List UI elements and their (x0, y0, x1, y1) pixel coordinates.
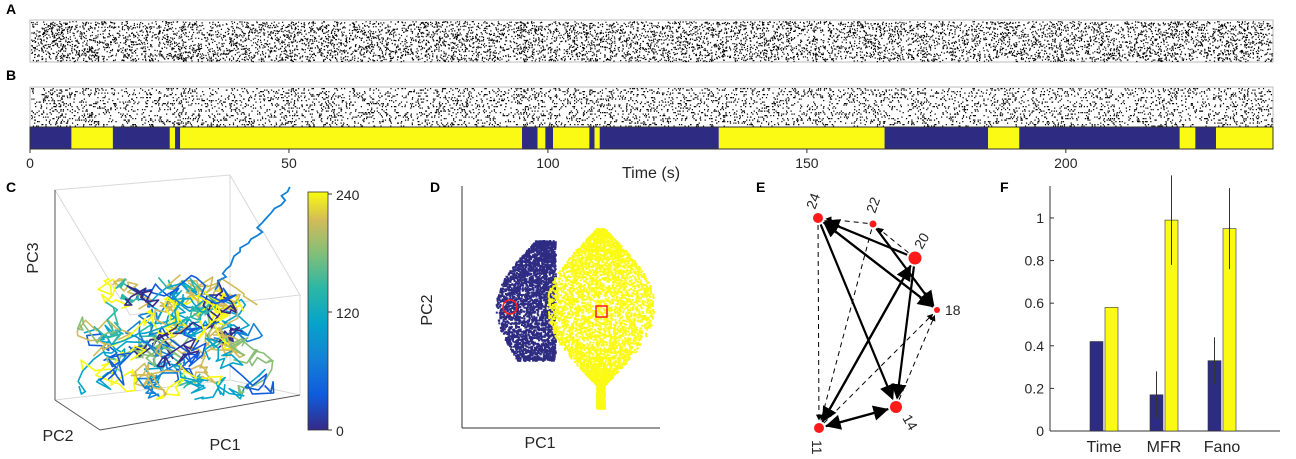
colorbar-tick-240: 240 (336, 187, 360, 203)
x-axis-label-d: PC1 (524, 435, 555, 452)
raster-b: 0 50 100 150 200 Time (s) (26, 87, 1273, 182)
y-tick-label: 0.6 (1025, 295, 1045, 311)
state-segment (545, 127, 553, 149)
y-tick-label: 0.8 (1025, 253, 1045, 269)
state-segment (1019, 127, 1180, 149)
node-label: 24 (803, 191, 823, 211)
state-segment (522, 127, 538, 149)
state-segment (600, 127, 719, 149)
state-segment (988, 127, 1019, 149)
x-axis-categories-f: Time MFR Fano (1087, 439, 1241, 456)
panel-letter-f: F (1000, 179, 1009, 195)
colorbar (308, 192, 328, 430)
state-segment (30, 127, 71, 149)
edge-dashed (899, 316, 935, 400)
network-edges (818, 219, 935, 426)
network-node (909, 252, 922, 265)
network-node (814, 423, 824, 433)
y-axis-label-c: PC2 (42, 428, 73, 445)
x-tick-label: 100 (536, 155, 560, 171)
network-e: 24 22 20 18 14 11 (803, 191, 961, 455)
state-segment (538, 127, 546, 149)
state-segment (589, 127, 594, 149)
trajectory-spike (215, 187, 290, 290)
state-segment (1195, 127, 1216, 149)
state-segment (1216, 127, 1273, 149)
edge-solid (822, 266, 910, 422)
node-label: 20 (911, 230, 933, 252)
category-label: Time (1087, 439, 1122, 456)
x-tick-label: 150 (795, 155, 819, 171)
x-axis-ticks-b: 0 50 100 150 200 (26, 149, 1078, 171)
panel-letter-b: B (6, 67, 16, 83)
trajectory-lines (77, 187, 290, 400)
state-segment (595, 127, 600, 149)
x-tick-label: 200 (1054, 155, 1078, 171)
y-tick-label: 0.2 (1025, 380, 1045, 396)
y-tick-label: 0 (1036, 423, 1044, 439)
edge-dashed (824, 314, 933, 423)
bar-blue (1090, 342, 1103, 431)
edge-solid (821, 224, 893, 398)
x-axis-label-c: PC1 (209, 437, 240, 454)
bar-yellow (1105, 307, 1118, 431)
edge-dashed (818, 225, 819, 420)
state-segment (170, 127, 175, 149)
state-segment (719, 127, 885, 149)
network-node (870, 221, 877, 228)
category-label: MFR (1147, 439, 1182, 456)
state-bar (30, 127, 1273, 149)
edge-solid (826, 409, 888, 426)
scatter-blue-points (496, 240, 557, 362)
scatter-yellow-texture (547, 228, 656, 410)
trajectory-segment (94, 302, 121, 343)
y-tick-label: 1 (1036, 210, 1044, 226)
state-segment (113, 127, 170, 149)
node-label: 22 (863, 195, 883, 215)
node-label: 14 (899, 412, 921, 434)
trajectory-segment (229, 364, 274, 394)
state-segment (885, 127, 989, 149)
colorbar-tick-120: 120 (336, 305, 360, 321)
network-node (890, 401, 902, 413)
bars-f (1090, 175, 1236, 431)
pc1-axis-line (100, 395, 300, 430)
panel-letter-c: C (6, 179, 16, 195)
pc2-axis-line (55, 400, 100, 430)
state-segment (71, 127, 112, 149)
x-axis-label-b: Time (s) (622, 165, 680, 182)
trajectory-segment (113, 279, 153, 309)
scatter-blue-texture (496, 240, 557, 362)
scatter-yellow-points (547, 228, 656, 410)
scatter-d: PC1 PC2 (419, 186, 660, 452)
node-label: 11 (809, 440, 825, 455)
z-axis-label-c: PC3 (25, 242, 42, 273)
trajectory-c: PC1 PC2 PC3 240 120 0 (25, 175, 360, 454)
colorbar-tick-0: 0 (336, 423, 344, 439)
panel-letter-a: A (6, 1, 16, 17)
x-tick-label: 50 (281, 155, 297, 171)
state-segment (180, 127, 522, 149)
network-node (813, 213, 823, 223)
bar-chart-f: 0 0.2 0.4 0.6 0.8 1 Time MFR Fano (1025, 175, 1280, 456)
state-segment (175, 127, 180, 149)
node-label: 18 (945, 302, 961, 318)
network-node (934, 307, 940, 313)
edge-dashed (821, 229, 872, 420)
state-segment (553, 127, 589, 149)
colorbar-ticks (328, 194, 332, 430)
y-tick-label: 0.4 (1025, 338, 1045, 354)
panel-letter-e: E (756, 179, 765, 195)
x-tick-label: 0 (26, 155, 34, 171)
panel-letter-d: D (430, 179, 440, 195)
state-segment (1180, 127, 1196, 149)
category-label: Fano (1204, 439, 1241, 456)
y-axis-label-d: PC2 (419, 294, 436, 325)
raster-a (30, 20, 1273, 62)
